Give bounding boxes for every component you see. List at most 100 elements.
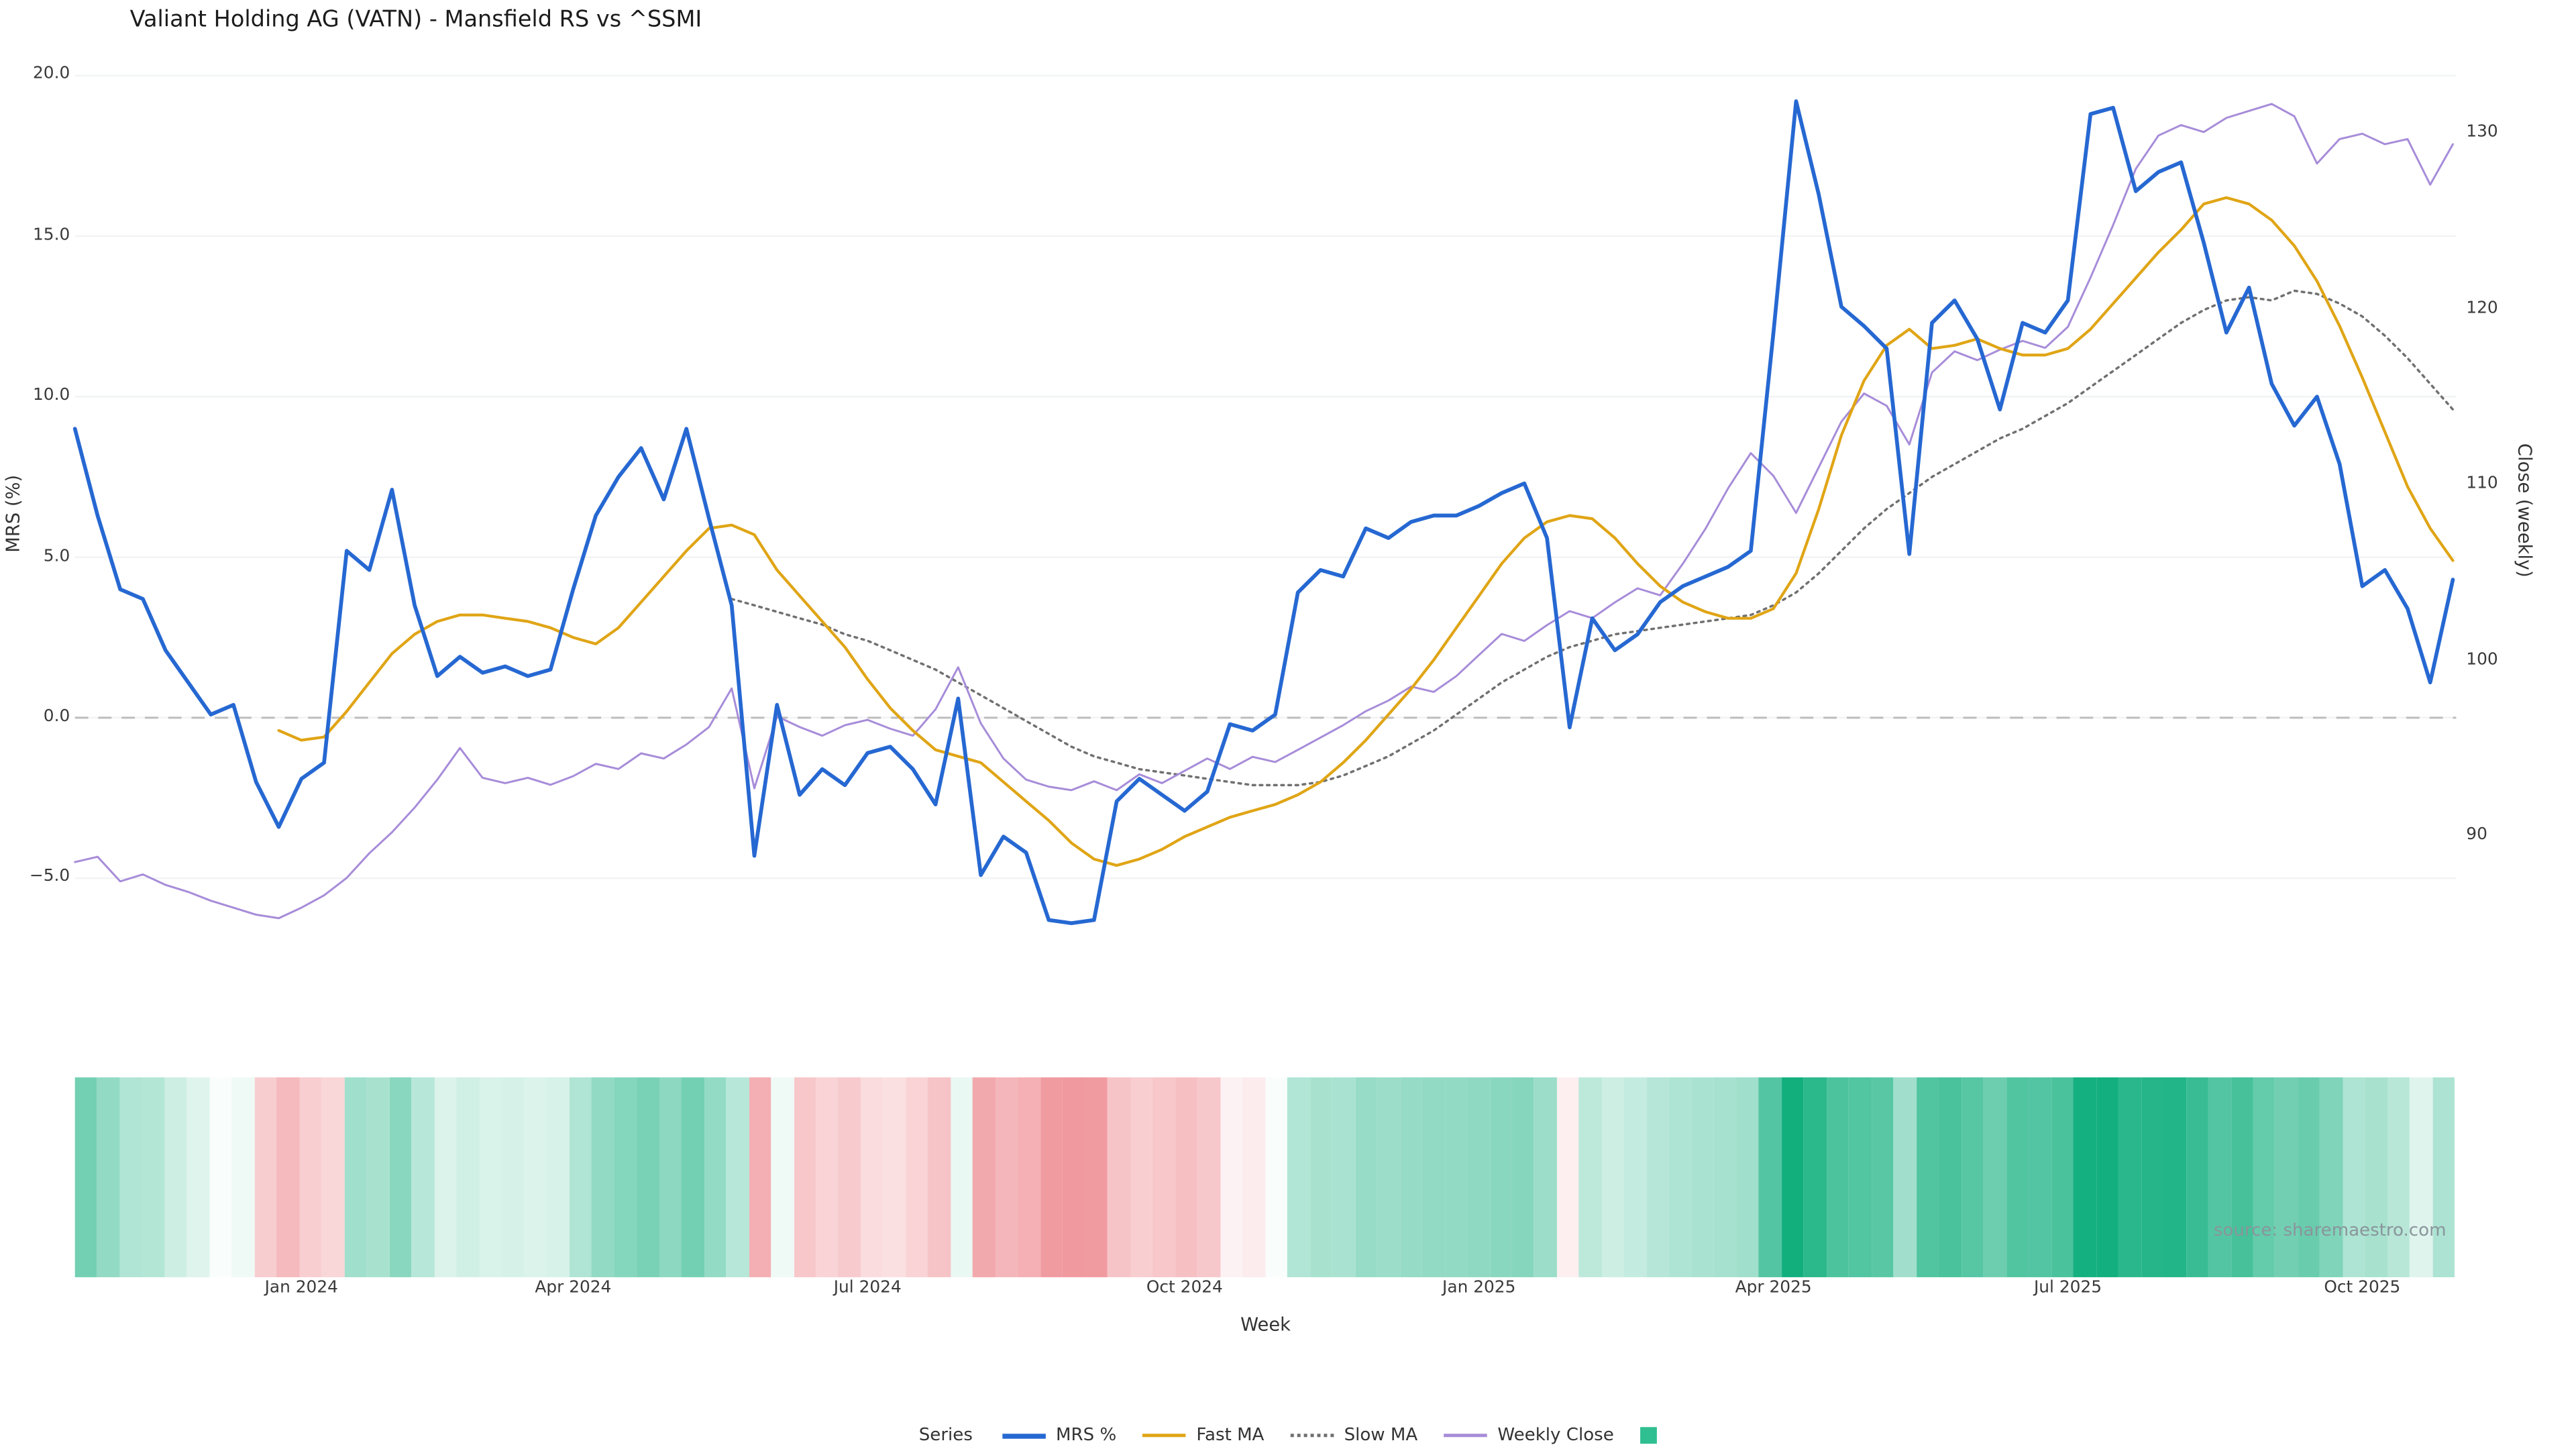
heatmap-cell [861,1077,883,1277]
heatmap-cell [344,1077,367,1277]
heatmap-cell [2051,1077,2074,1277]
heatmap-cell [2365,1077,2388,1277]
heatmap-cell [321,1077,345,1277]
heatmap-cell [2073,1077,2096,1277]
heatmap-cell [2141,1077,2163,1277]
heatmap-cell [2028,1077,2051,1277]
heatmap-cell [1242,1077,1265,1277]
legend-item-mrs-: MRS % [1002,1425,1117,1446]
heatmap-cell [1354,1077,1378,1277]
x-tick-label: Apr 2025 [1735,1279,1812,1297]
y-tick-label-left: 15.0 [32,226,70,245]
y-tick-label-right: 130 [2466,123,2498,142]
heatmap-cell [1287,1077,1310,1277]
heatmap-cell [2410,1077,2433,1277]
y-tick-label-right: 100 [2466,650,2498,669]
heatmap-cell [411,1077,435,1277]
heatmap-cell [569,1077,592,1277]
heatmap-cell [1108,1077,1130,1277]
heatmap-cell [456,1077,480,1277]
heatmap-cell [524,1077,547,1277]
heatmap-cell [1489,1077,1512,1277]
heatmap-cell [636,1077,659,1277]
heatmap-cell [2298,1077,2320,1277]
heatmap-cell [1220,1077,1243,1277]
heatmap-cell [658,1077,682,1277]
heatmap-cell [74,1077,98,1277]
heatmap-cell [996,1077,1018,1277]
heatmap-cell [1938,1077,1962,1277]
heatmap-cell [1781,1077,1805,1277]
heatmap-cell [1691,1077,1715,1277]
heatmap-cell [1804,1077,1827,1277]
heatmap-cell [142,1077,165,1277]
heatmap-cell [434,1077,457,1277]
heatmap-cell [209,1077,233,1277]
heatmap-cell [1759,1077,1782,1277]
x-tick-label: Jan 2025 [1442,1279,1516,1297]
y-tick-label-right: 120 [2466,299,2498,318]
heatmap-cell [546,1077,570,1277]
heatmap-cell [681,1077,704,1277]
heatmap-cell [1601,1077,1625,1277]
heatmap-cell [614,1077,637,1277]
heatmap-cell [591,1077,614,1277]
series-line-slow-ma [730,289,2455,787]
legend-item-label: MRS % [1056,1425,1117,1446]
heatmap-cell [2118,1077,2141,1277]
x-tick-label: Jul 2025 [2033,1279,2102,1297]
heatmap-cell [1085,1077,1108,1277]
heatmap-cell [816,1077,839,1277]
heatmap-cell [1849,1077,1872,1277]
heatmap-cell [1826,1077,1849,1277]
heatmap-cell [1063,1077,1085,1277]
heatmap-cell [2231,1077,2253,1277]
heatmap-cell [2186,1077,2208,1277]
heatmap-cell [1265,1077,1288,1277]
heatmap-cell [1175,1077,1198,1277]
heatmap-cell [187,1077,210,1277]
y-tick-label-left: 20.0 [32,65,70,85]
heatmap-cell [254,1077,277,1277]
heatmap-cell [501,1077,525,1277]
legend-swatch-fast-ma-icon [1142,1434,1187,1438]
heatmap-cell [1466,1077,1490,1277]
x-tick-label: Oct 2025 [2324,1279,2401,1297]
heatmap-cell [1309,1077,1333,1277]
heatmap-cell [1332,1077,1355,1277]
heatmap-cell [164,1077,188,1277]
heatmap-cell [1444,1077,1467,1277]
source-attribution: source: sharemaestro.com [2213,1220,2447,1241]
heatmap-cell [1130,1077,1153,1277]
series-line-fast-ma [277,196,2455,867]
y-tick-label-right: 90 [2466,825,2487,845]
legend-swatch-weekly-close-icon [1444,1434,1488,1438]
y-tick-label-left: 10.0 [32,386,70,405]
heatmap-cell [479,1077,502,1277]
legend-item-fast-ma: Fast MA [1142,1426,1264,1446]
legend-item-slow-ma: Slow MA [1291,1426,1417,1446]
heatmap-cell [748,1077,771,1277]
x-tick-label: Jan 2024 [264,1279,338,1297]
heatmap-cell [1556,1077,1580,1277]
heatmap-cell [1736,1077,1760,1277]
heatmap-cell [1018,1077,1041,1277]
heatmap-cell [793,1077,816,1277]
heatmap-cell [2275,1077,2298,1277]
heatmap-cell [2163,1077,2186,1277]
heatmap-cell [119,1077,143,1277]
heatmap-cell [389,1077,412,1277]
legend-item-weekly-close: Weekly Close [1444,1426,1614,1446]
heatmap-cell [1916,1077,1939,1277]
x-tick-label: Jul 2024 [833,1279,902,1297]
heatmap-cell [1983,1077,2006,1277]
heatmap-cell [2096,1077,2118,1277]
y-tick-label-right: 110 [2466,474,2498,494]
heatmap-cell [1961,1077,1984,1277]
series-line-mrs- [72,99,2455,926]
y-tick-label-left: 5.0 [43,547,70,566]
heatmap-cell [2387,1077,2410,1277]
heatmap-cell [2253,1077,2275,1277]
legend-item-label: Slow MA [1344,1425,1418,1446]
